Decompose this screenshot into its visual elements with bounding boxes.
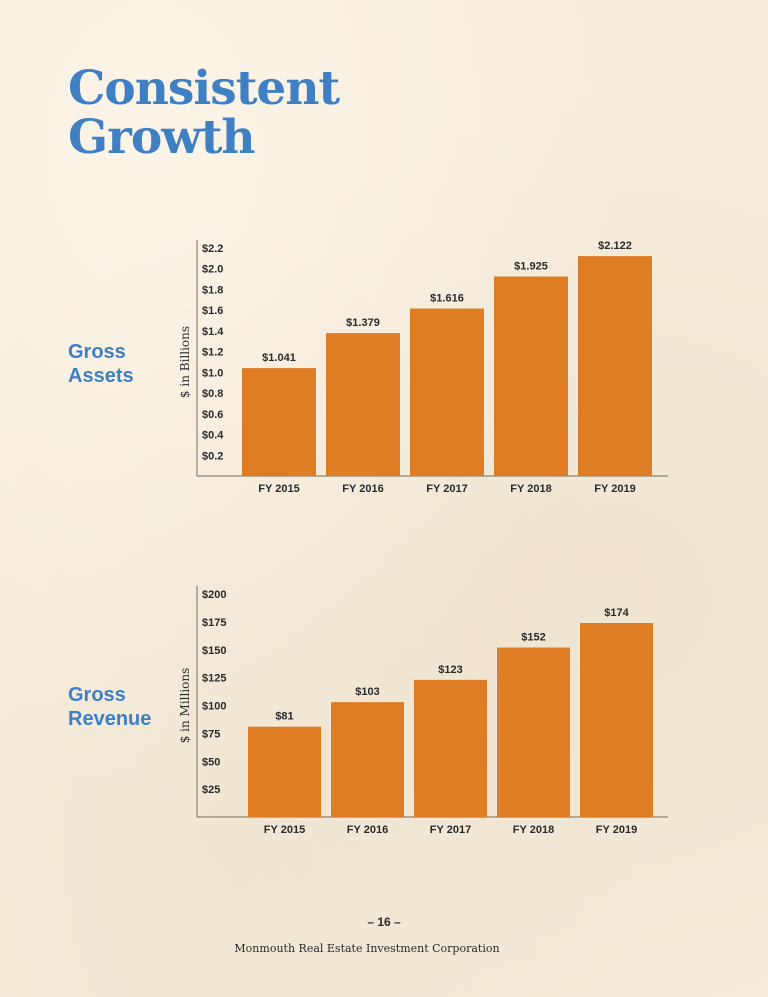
- assets-category-label: FY 2016: [342, 483, 383, 495]
- revenue-y-axis-title: $ in Millions: [178, 668, 192, 744]
- assets-y-tick-label: $1.8: [202, 284, 223, 296]
- revenue-y-tick-label: $200: [202, 589, 226, 601]
- assets-y-tick-label: $1.4: [202, 326, 224, 338]
- revenue-bar: [497, 647, 570, 817]
- revenue-y-tick-label: $25: [202, 784, 220, 796]
- revenue-y-tick-label: $125: [202, 673, 226, 685]
- corporation-name: Monmouth Real Estate Investment Corporat…: [234, 942, 500, 955]
- revenue-category-label: FY 2016: [347, 824, 388, 836]
- assets-y-tick-label: $0.8: [202, 388, 223, 400]
- gross-revenue-label-line-2: Revenue: [68, 708, 152, 730]
- revenue-y-tick-label: $75: [202, 728, 220, 740]
- gross-assets-chart: $0.2 $0.4 $0.6 $0.8 $1.0 $1.2 $1.4 $1.6 $1.8 $2.0…: [160, 230, 670, 505]
- revenue-bar: [331, 702, 404, 817]
- gross-revenue-label-line-1: Gross: [68, 684, 126, 706]
- assets-bar: [326, 333, 400, 476]
- revenue-y-tick-label: $50: [202, 756, 220, 768]
- assets-y-tick-label: $1.6: [202, 305, 223, 317]
- revenue-data-label: $152: [521, 632, 545, 644]
- gross-revenue-chart-svg: $25 $50 $75 $100 $125 $150 $175 $200 $ in Millio…: [178, 586, 668, 836]
- assets-y-axis-title: $ in Billions: [178, 326, 192, 398]
- assets-y-tick-label: $0.6: [202, 409, 223, 421]
- assets-y-tick-label: $0.2: [202, 450, 223, 462]
- revenue-category-label: FY 2017: [430, 824, 471, 836]
- assets-y-tick-label: $1.0: [202, 367, 223, 379]
- revenue-data-label: $81: [275, 711, 293, 723]
- assets-data-label: $1.925: [514, 261, 548, 273]
- revenue-y-tick-label: $150: [202, 645, 226, 657]
- assets-bar: [494, 276, 568, 476]
- revenue-y-tick-label: $100: [202, 701, 226, 713]
- assets-data-label: $1.616: [430, 293, 464, 305]
- revenue-bar: [580, 622, 653, 817]
- assets-y-tick-label: $1.2: [202, 347, 223, 359]
- assets-bar: [578, 256, 652, 476]
- revenue-bar: [248, 726, 321, 817]
- assets-data-label: $1.379: [346, 317, 380, 329]
- revenue-data-label: $103: [355, 686, 379, 698]
- page-title: Consistent Growth: [68, 61, 340, 165]
- assets-category-label: FY 2017: [426, 483, 467, 495]
- revenue-y-tick-label: $175: [202, 617, 226, 629]
- title-line-1: Consistent: [68, 61, 340, 116]
- assets-bar: [242, 368, 316, 476]
- revenue-category-label: FY 2015: [264, 824, 305, 836]
- assets-y-tick-label: $2.2: [202, 243, 223, 255]
- assets-category-label: FY 2015: [258, 483, 299, 495]
- revenue-category-label: FY 2018: [513, 824, 554, 836]
- gross-revenue-chart: $25 $50 $75 $100 $125 $150 $175 $200 $ in Millio…: [160, 580, 670, 845]
- revenue-data-label: $123: [438, 664, 462, 676]
- assets-data-label: $2.122: [598, 240, 632, 252]
- gross-assets-chart-svg: $0.2 $0.4 $0.6 $0.8 $1.0 $1.2 $1.4 $1.6 $1.8 $2.0…: [178, 240, 668, 495]
- revenue-category-label: FY 2019: [596, 824, 637, 836]
- assets-y-tick-label: $0.4: [202, 430, 224, 442]
- assets-y-tick-label: $2.0: [202, 264, 223, 276]
- page-number: – 16 –: [367, 915, 401, 929]
- gross-assets-label-line-1: Gross: [68, 341, 126, 363]
- title-line-2: Growth: [68, 110, 256, 165]
- assets-category-label: FY 2018: [510, 483, 551, 495]
- gross-assets-label-line-2: Assets: [68, 365, 134, 387]
- gross-revenue-label: Gross Revenue: [68, 683, 151, 731]
- assets-bar: [410, 308, 484, 476]
- assets-data-label: $1.041: [262, 352, 296, 364]
- revenue-data-label: $174: [604, 607, 629, 619]
- revenue-bar: [414, 679, 487, 817]
- assets-category-label: FY 2019: [594, 483, 635, 495]
- gross-assets-label: Gross Assets: [68, 340, 134, 388]
